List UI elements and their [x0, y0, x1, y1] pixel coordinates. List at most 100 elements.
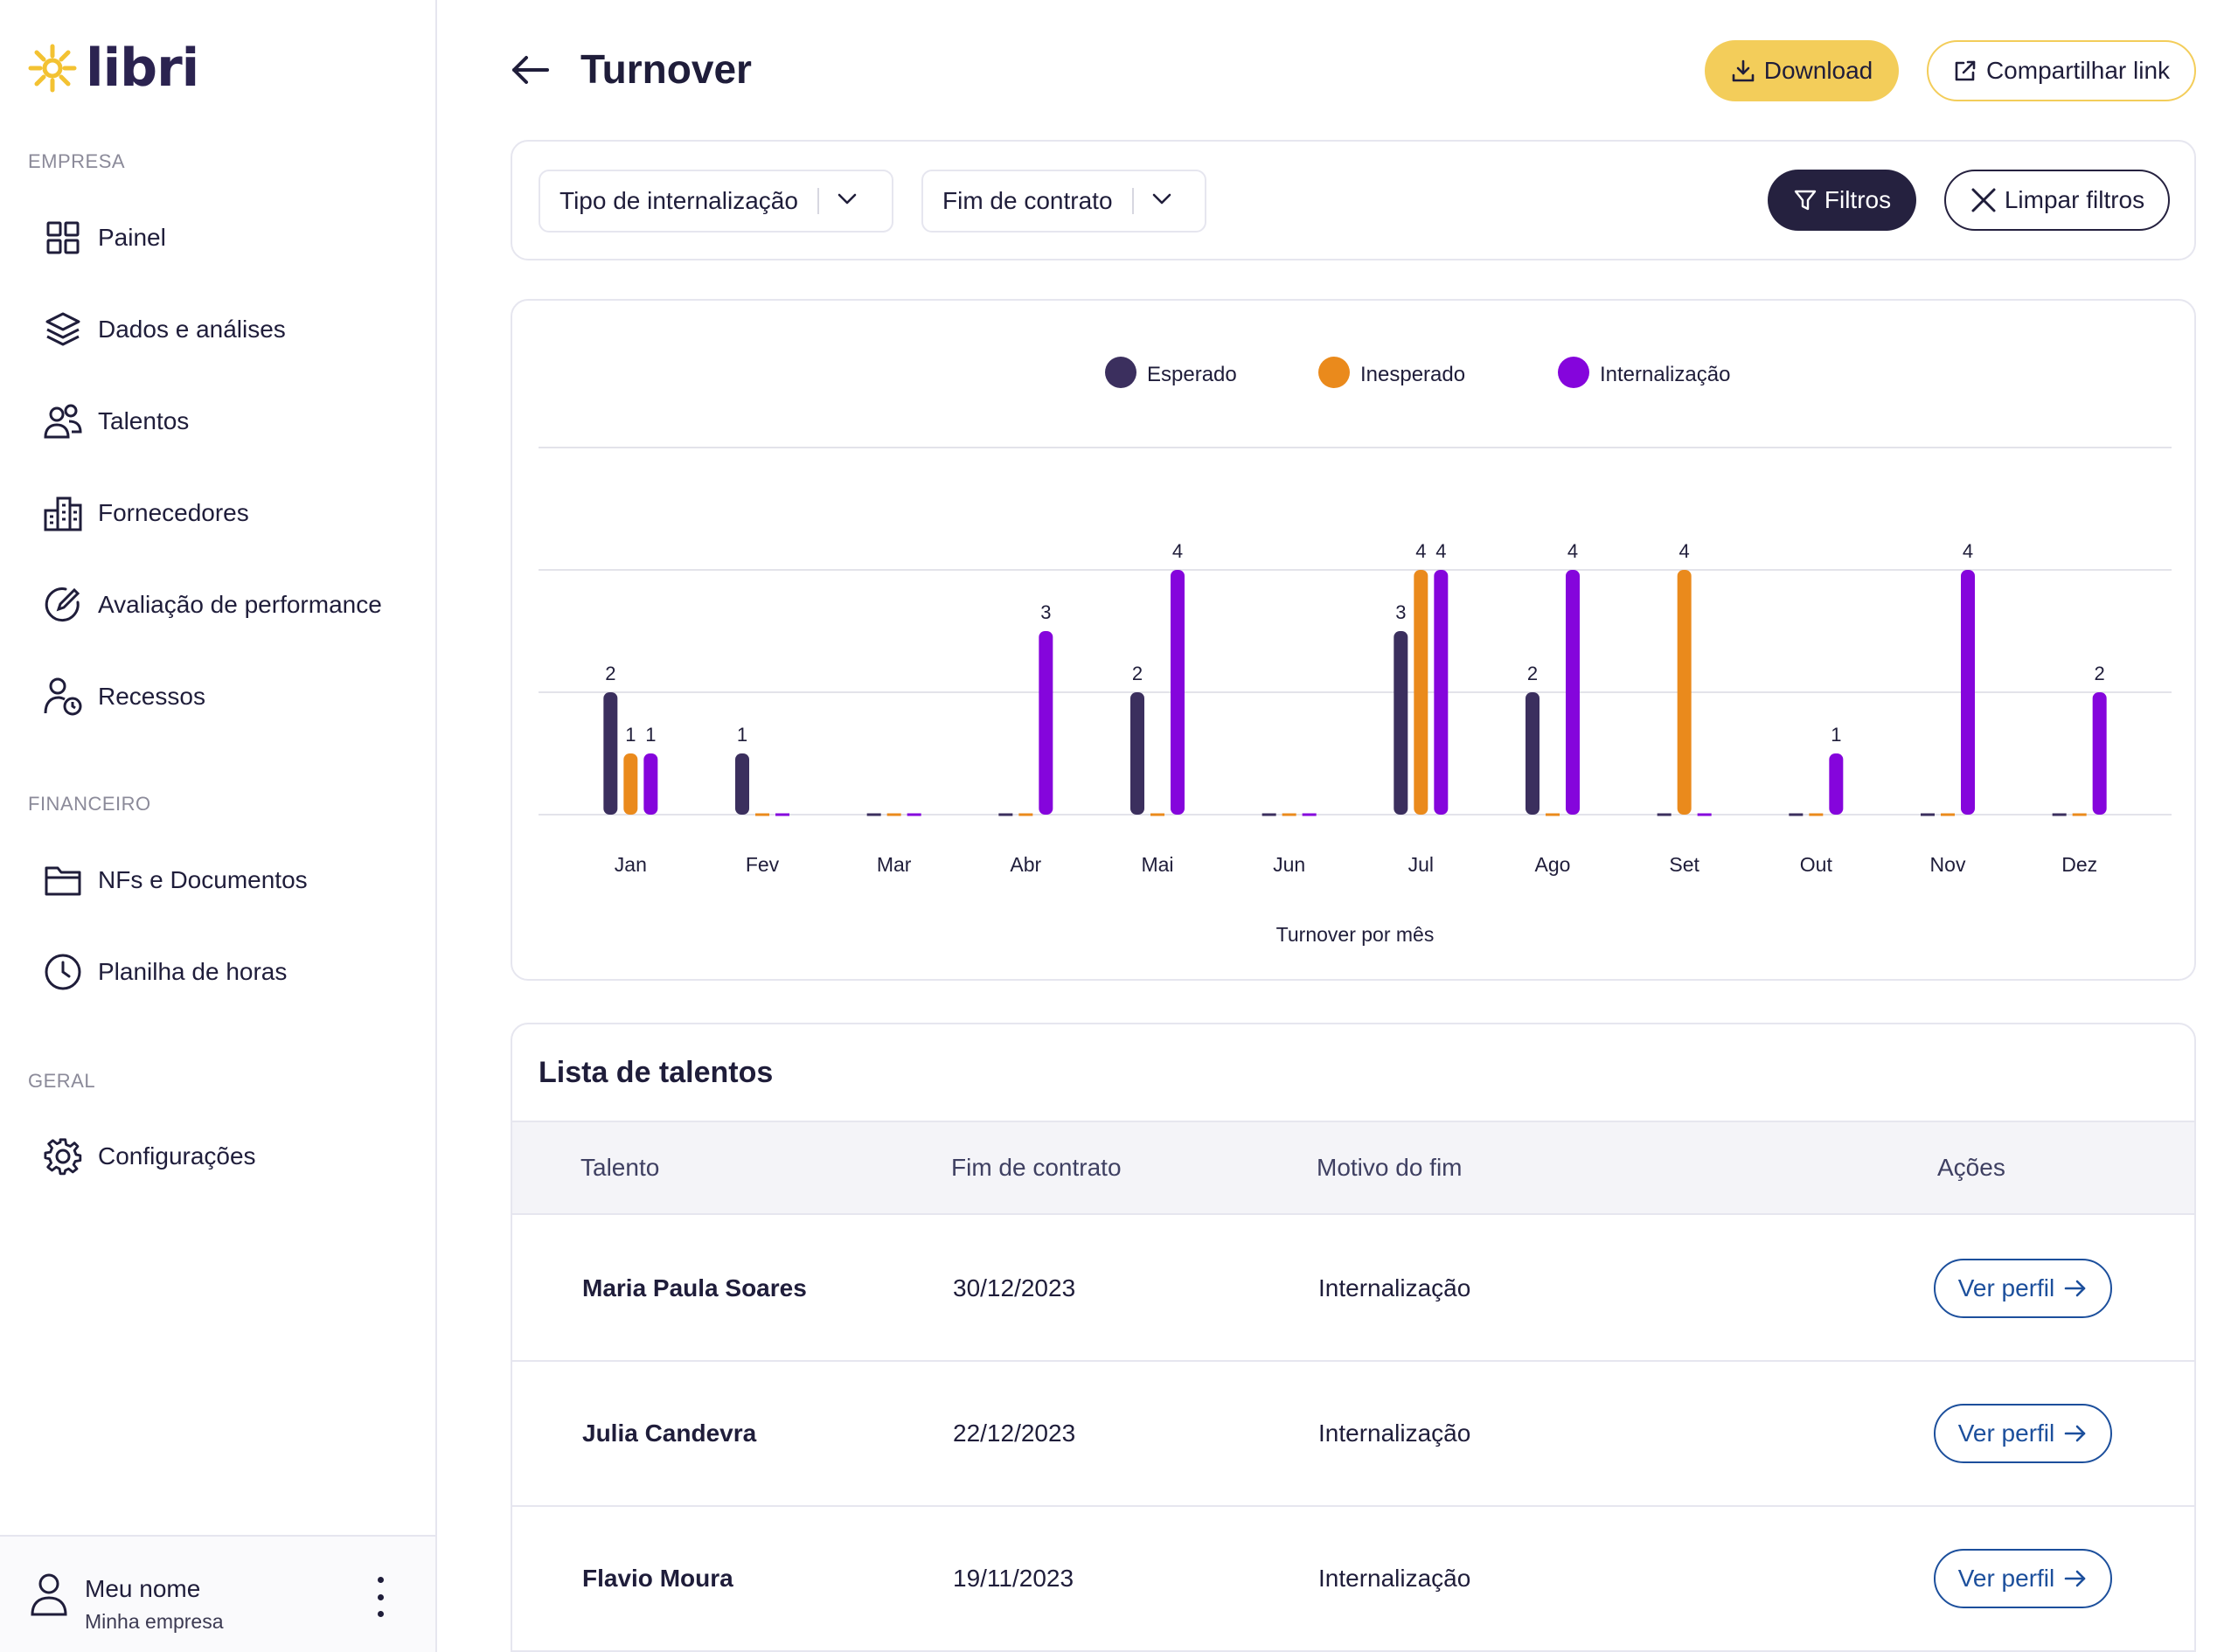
- legend-label: Esperado: [1147, 363, 1237, 386]
- legend-label: Inesperado: [1360, 363, 1465, 386]
- user-clock-icon: [37, 670, 89, 723]
- table-header: Talento Fim de contrato Motivo do fim Aç…: [512, 1121, 2194, 1215]
- bar: [623, 753, 638, 815]
- sidebar-item-configuracoes[interactable]: Configurações: [28, 1121, 413, 1191]
- view-profile-button[interactable]: Ver perfil: [1934, 1404, 2112, 1463]
- view-profile-label: Ver perfil: [1957, 1419, 2055, 1447]
- sidebar-item-painel[interactable]: Painel: [28, 203, 413, 273]
- buildings-icon: [37, 487, 89, 539]
- table-row: Flavio Moura 19/11/2023 Internalização V…: [512, 1507, 2194, 1652]
- bar-data-label: 4: [1567, 540, 1578, 562]
- x-tick-label: Mar: [877, 853, 912, 876]
- contract-end-select[interactable]: Fim de contrato: [921, 170, 1206, 233]
- bar: [2092, 692, 2107, 815]
- column-header-fim-de-contrato: Fim de contrato: [951, 1154, 1122, 1181]
- talent-name: Flavio Moura: [582, 1565, 733, 1592]
- section-label-financeiro: FINANCEIRO: [28, 793, 151, 815]
- view-profile-label: Ver perfil: [1957, 1274, 2055, 1301]
- table-row: Julia Candevra 22/12/2023 Internalização…: [512, 1362, 2194, 1507]
- column-header-talento: Talento: [580, 1154, 660, 1181]
- sidebar-item-label: NFs e Documentos: [98, 866, 308, 893]
- bar: [775, 813, 789, 816]
- bar-data-label: 2: [1132, 663, 1143, 684]
- end-reason: Internalização: [1318, 1274, 1471, 1301]
- bar: [907, 813, 921, 816]
- bar-data-label: 4: [1415, 540, 1426, 562]
- view-profile-label: Ver perfil: [1957, 1565, 2055, 1592]
- sidebar-item-dados-e-analises[interactable]: Dados e análises: [28, 295, 413, 364]
- more-vertical-icon[interactable]: [367, 1577, 393, 1617]
- filters-button[interactable]: Filtros: [1768, 170, 1916, 231]
- x-tick-label: Jul: [1408, 853, 1434, 876]
- arrow-right-icon: [2064, 1425, 2086, 1442]
- folder-icon: [37, 854, 89, 906]
- bar: [998, 813, 1013, 816]
- sidebar-item-fornecedores[interactable]: Fornecedores: [28, 478, 413, 548]
- external-link-icon: [1955, 60, 1976, 81]
- clock-icon: [37, 946, 89, 998]
- bar-data-label: 1: [1831, 724, 1841, 746]
- arrow-right-icon: [2064, 1570, 2086, 1587]
- select-divider: [1131, 188, 1134, 214]
- sidebar-item-planilha-de-horas[interactable]: Planilha de horas: [28, 937, 413, 1007]
- bar-data-label: 2: [1527, 663, 1538, 684]
- arrow-right-icon: [2064, 1280, 2086, 1297]
- talent-name: Maria Paula Soares: [582, 1274, 807, 1301]
- download-label: Download: [1763, 57, 1873, 84]
- bar: [735, 753, 749, 815]
- sidebar-item-label: Fornecedores: [98, 499, 249, 526]
- chevron-down-icon: [835, 186, 859, 217]
- turnover-chart-card: Esperado Inesperado Internalização 2 1 1 Jan 1 F…: [511, 299, 2196, 981]
- user-profile-box[interactable]: Meu nome Minha empresa: [0, 1535, 435, 1652]
- bar: [1526, 692, 1539, 815]
- x-axis-label: Turnover por mês: [1276, 923, 1435, 946]
- sidebar-item-talentos[interactable]: Talentos: [28, 386, 413, 456]
- libri-logo[interactable]: libri: [28, 38, 199, 99]
- bar-data-label: 2: [605, 663, 615, 684]
- sidebar-item-label: Avaliação de performance: [98, 591, 382, 618]
- sidebar: libri EMPRESA Painel Dados e análises Ta…: [0, 0, 437, 1652]
- legend-label: Internalização: [1600, 363, 1730, 386]
- column-header-motivo-do-fim: Motivo do fim: [1317, 1154, 1463, 1181]
- bar-data-label: 3: [1395, 601, 1406, 623]
- bar: [1789, 813, 1804, 816]
- legend-marker: [1318, 357, 1350, 388]
- bar: [1657, 813, 1672, 816]
- bar: [1130, 692, 1144, 815]
- x-tick-label: Dez: [2061, 853, 2097, 876]
- section-label-empresa: EMPRESA: [28, 150, 126, 172]
- layers-icon: [37, 303, 89, 356]
- page-title: Turnover: [580, 46, 752, 92]
- bar-data-label: 4: [1679, 540, 1690, 562]
- bar: [643, 753, 658, 815]
- download-button[interactable]: Download: [1705, 40, 1899, 101]
- view-profile-button[interactable]: Ver perfil: [1934, 1549, 2112, 1608]
- talent-name: Julia Candevra: [582, 1419, 757, 1447]
- internalization-type-select[interactable]: Tipo de internalização: [539, 170, 893, 233]
- bar: [1961, 570, 1975, 815]
- bar: [1697, 813, 1712, 816]
- x-tick-label: Nov: [1930, 853, 1966, 876]
- column-header-acoes: Ações: [1937, 1154, 2005, 1181]
- bar: [1941, 813, 1955, 816]
- sidebar-item-label: Planilha de horas: [98, 958, 288, 985]
- x-tick-label: Mai: [1141, 853, 1173, 876]
- bar: [1171, 570, 1185, 815]
- sidebar-item-nfs-e-documentos[interactable]: NFs e Documentos: [28, 845, 413, 915]
- share-link-button[interactable]: Compartilhar link: [1927, 40, 2196, 101]
- bar: [886, 813, 901, 816]
- bar: [1018, 813, 1033, 816]
- bar-data-label: 4: [1963, 540, 1973, 562]
- back-arrow-icon[interactable]: [509, 49, 553, 91]
- bar: [1921, 813, 1935, 816]
- sidebar-item-label: Talentos: [98, 407, 190, 434]
- sidebar-item-avaliacao-de-performance[interactable]: Avaliação de performance: [28, 570, 413, 640]
- clear-filters-button[interactable]: Limpar filtros: [1944, 170, 2170, 231]
- user-icon: [30, 1572, 68, 1617]
- sidebar-item-recessos[interactable]: Recessos: [28, 662, 413, 732]
- bar: [755, 813, 769, 816]
- select-divider: [817, 188, 819, 214]
- view-profile-button[interactable]: Ver perfil: [1934, 1259, 2112, 1318]
- logo-text: libri: [86, 38, 199, 99]
